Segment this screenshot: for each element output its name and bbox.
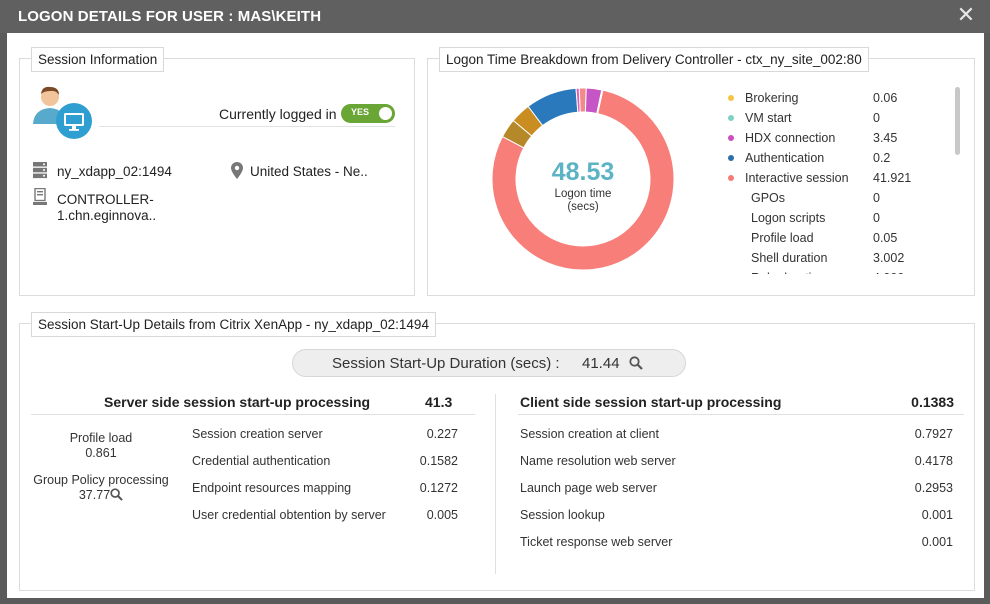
legend-label: Authentication [745, 151, 825, 165]
legend-value: 0.2 [873, 151, 891, 165]
donut-segment[interactable] [492, 89, 674, 270]
dialog-titlebar: LOGON DETAILS FOR USER : MAS\KEITH ✕ [0, 0, 990, 33]
legend-label: HDX connection [745, 131, 836, 145]
toggle-label: YES [351, 107, 370, 117]
legend-value: 3.002 [873, 251, 905, 265]
divider [99, 126, 395, 127]
table-row-label: Session creation server [192, 427, 323, 441]
search-icon[interactable] [110, 488, 123, 501]
legend-label: Brokering [745, 91, 799, 105]
startup-duration-value: 41.44 [582, 355, 620, 372]
server-name: ny_xdapp_02:1494 [57, 164, 172, 179]
dialog-title: LOGON DETAILS FOR USER : MAS\KEITH [18, 8, 322, 25]
legend-label: Shell duration [751, 251, 828, 265]
server-icon [33, 162, 47, 179]
legend-value: 0.05 [873, 231, 898, 245]
legend-label: VM start [745, 111, 792, 125]
table-row-value: 0.001 [921, 535, 953, 549]
group-policy-value: 37.77 [78, 488, 111, 502]
location-pin-icon [231, 162, 243, 179]
logged-in-toggle: YES [341, 104, 395, 123]
server-side-rule [31, 414, 475, 415]
table-row-value: 0.227 [426, 427, 458, 441]
controller-line2: 1.chn.eginnova.. [57, 208, 157, 223]
profile-load-label: Profile load [69, 431, 133, 445]
legend-value: 0 [873, 211, 880, 225]
session-info-heading: Session Information [31, 47, 165, 72]
table-row-label: Session lookup [520, 508, 605, 522]
legend-color-dot [728, 175, 734, 181]
table-row-label: Session creation at client [520, 427, 659, 441]
client-side-rule [518, 414, 964, 415]
legend-value: 3.45 [873, 131, 898, 145]
legend-color-dot [728, 115, 734, 121]
legend-scrollbar[interactable] [955, 87, 960, 155]
table-row-label: Name resolution web server [520, 454, 676, 468]
server-side-total: 41.3 [425, 394, 453, 410]
computer-icon [33, 188, 47, 205]
table-row-label: Credential authentication [192, 454, 331, 468]
legend-label: Profile load [751, 231, 814, 245]
toggle-knob [379, 107, 392, 120]
table-row-label: Endpoint resources mapping [192, 481, 352, 495]
table-row-label: Ticket response web server [520, 535, 673, 549]
table-row-value: 0.1272 [419, 481, 458, 495]
donut-legend: Brokering 0.06 VM start 0 HDX connection 3.45… [728, 91, 948, 274]
legend-label: Role duration [751, 271, 825, 274]
server-side-title: Server side session start-up processing [104, 394, 371, 410]
legend-value: 0.06 [873, 91, 898, 105]
table-row-value: 0.001 [921, 508, 953, 522]
close-icon[interactable]: ✕ [956, 2, 976, 27]
logon-time-donut-chart [492, 88, 674, 270]
legend-value: 41.921 [873, 171, 912, 185]
donut-segment[interactable] [596, 89, 604, 115]
table-row-value: 0.4178 [914, 454, 953, 468]
legend-color-dot [728, 135, 734, 141]
table-row-value: 0.7927 [914, 427, 953, 441]
table-row-value: 0.005 [426, 508, 458, 522]
column-divider [495, 394, 496, 574]
client-side-total: 0.1383 [911, 394, 954, 410]
group-policy-label: Group Policy processing [33, 473, 169, 487]
logon-time-value: 48.53 [551, 158, 615, 186]
legend-label: Logon scripts [751, 211, 826, 225]
table-row-value: 0.2953 [914, 481, 953, 495]
legend-color-dot [728, 95, 734, 101]
legend-value: 4.000 [873, 271, 904, 274]
table-row-label: User credential obtention by server [192, 508, 386, 522]
legend-label: Interactive session [745, 171, 849, 185]
location-text: United States - Ne.. [250, 164, 368, 179]
session-info-panel [19, 58, 415, 296]
logon-time-label: Logon time [554, 188, 612, 200]
search-icon[interactable] [629, 356, 643, 370]
client-side-title: Client side session start-up processing [520, 394, 782, 410]
logged-in-label: Currently logged in [219, 106, 337, 122]
logon-time-unit: (secs) [567, 201, 599, 213]
startup-heading: Session Start-Up Details from Citrix Xen… [31, 312, 436, 337]
user-monitor-icon [33, 86, 92, 139]
startup-duration-pill: Session Start-Up Duration (secs) : 41.44 [292, 349, 686, 377]
legend-color-dot [728, 155, 734, 161]
legend-value: 0 [873, 111, 880, 125]
logon-breakdown-heading: Logon Time Breakdown from Delivery Contr… [439, 47, 869, 72]
group-policy-value-wrap: 37.77 [71, 488, 131, 502]
controller-line1: CONTROLLER- [57, 192, 154, 207]
logon-breakdown-panel [427, 58, 975, 296]
table-row-label: Launch page web server [520, 481, 657, 495]
legend-label: GPOs [751, 191, 786, 205]
legend-value: 0 [873, 191, 880, 205]
startup-duration-label: Session Start-Up Duration (secs) : [332, 355, 560, 372]
table-row-value: 0.1582 [419, 454, 458, 468]
profile-load-value: 0.861 [85, 446, 117, 460]
